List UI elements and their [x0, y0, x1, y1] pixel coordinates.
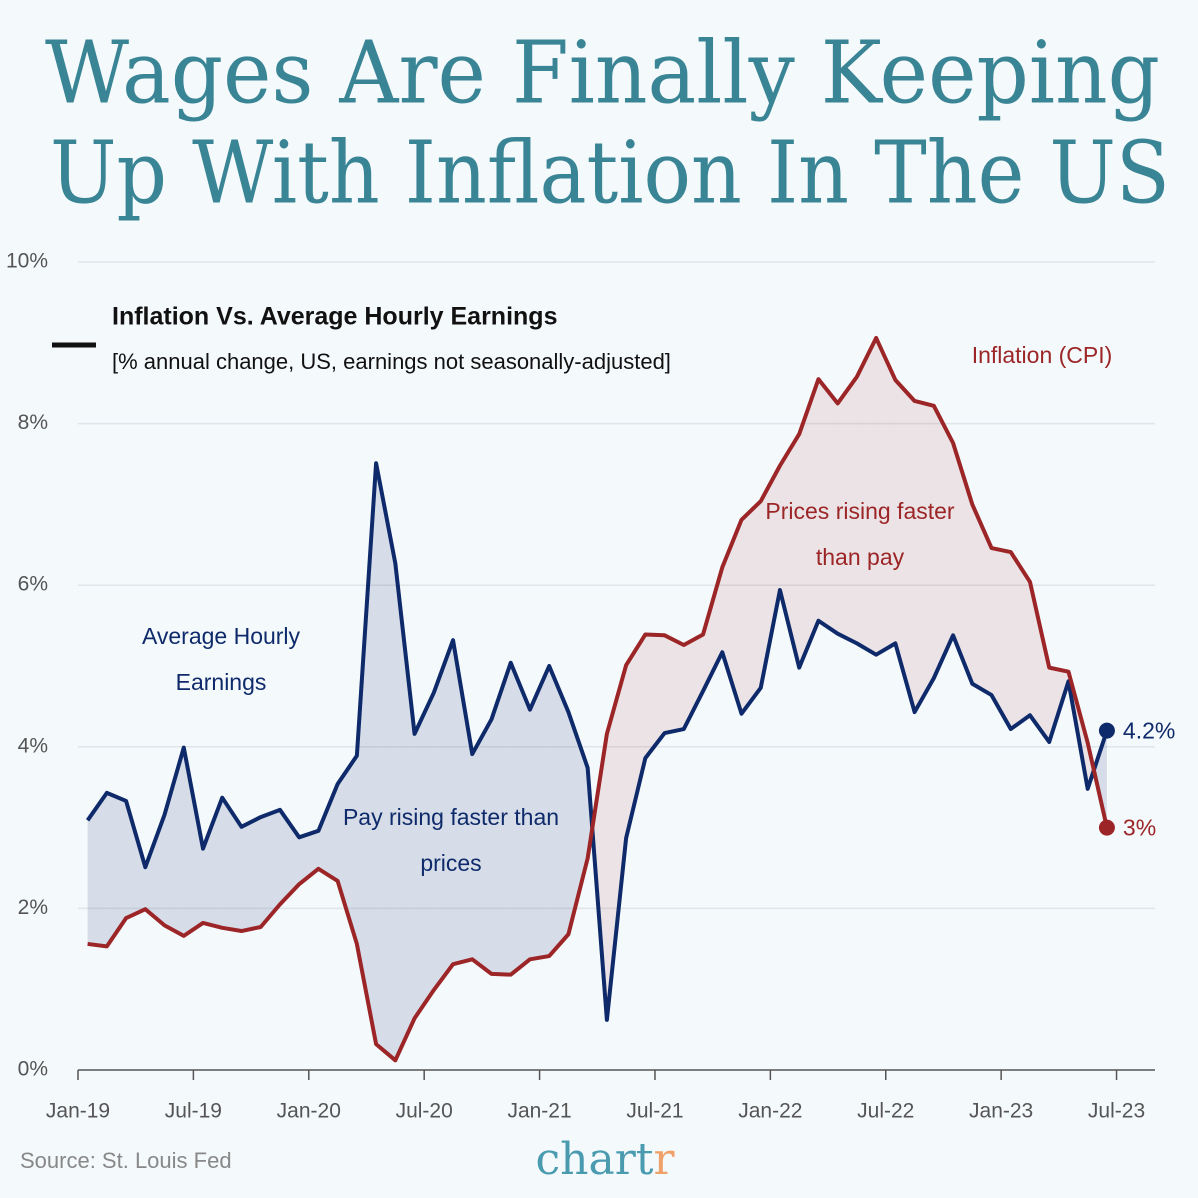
x-tick-label: Jan-21: [507, 1100, 571, 1123]
subtitle: Inflation Vs. Average Hourly Earnings: [112, 303, 557, 331]
gap-fill: [683, 634, 704, 730]
label-box: Average Hourly Earnings: [141, 623, 301, 695]
data-label: 3%: [1123, 815, 1156, 841]
gap-fill: [241, 817, 261, 932]
gap-fill: [645, 634, 665, 759]
gap-fill: [549, 666, 569, 957]
gap-fill: [472, 719, 492, 974]
y-tick-label: 2%: [18, 896, 48, 919]
x-tick-label: Jan-19: [46, 1100, 110, 1123]
gap-fill: [433, 640, 454, 991]
gap-fill: [222, 797, 242, 932]
chart-title: Wages Are Finally Keeping: [45, 24, 1160, 124]
x-tick-label: Jul-19: [165, 1100, 222, 1123]
gap-fill: [510, 662, 530, 975]
series-label: Inflation (CPI): [972, 342, 1113, 368]
logo-main: chart: [536, 1134, 654, 1185]
gap-fill: [991, 548, 1011, 730]
gap-fill: [895, 379, 915, 713]
end-point: [1098, 722, 1115, 739]
y-tick-label: 6%: [18, 573, 48, 596]
y-tick-label: 8%: [18, 411, 48, 434]
gap-fill: [529, 666, 550, 960]
series-line: [85, 461, 1109, 1022]
gap-fill: [318, 783, 338, 881]
gap-fill: [183, 747, 204, 936]
gap-fill: [453, 640, 473, 965]
gap-fill: [837, 376, 857, 644]
gap-fill: [664, 635, 684, 734]
gap-fill: [395, 563, 415, 1061]
gap-fill: [414, 692, 434, 1019]
y-tick-label: 4%: [18, 734, 48, 757]
gap-fill: [145, 814, 165, 926]
gap-fill: [953, 442, 973, 684]
x-tick-label: Jul-21: [626, 1100, 683, 1123]
gap-fill: [260, 809, 280, 927]
gap-fill: [606, 665, 627, 1020]
subtitle-note: [% annual change, US, earnings not seaso…: [112, 349, 671, 374]
y-tick-label: 10%: [6, 250, 48, 273]
gap-fill: [933, 405, 954, 679]
series-line: [87, 335, 1109, 1063]
gap-fill: [818, 379, 838, 634]
x-tick-label: Jul-20: [396, 1100, 453, 1123]
annotation: Pay rising faster than prices: [342, 804, 560, 876]
end-point: [1098, 819, 1115, 836]
x-tick-label: Jan-23: [969, 1100, 1033, 1123]
gap-fill: [164, 747, 184, 936]
data-label: 4.2%: [1123, 718, 1175, 744]
gap-fill: [356, 463, 377, 1045]
gap-fill: [741, 501, 761, 714]
annotation: Prices rising faster than pay: [765, 498, 955, 570]
gap-fill: [87, 792, 107, 947]
x-tick-label: Jan-20: [277, 1100, 341, 1123]
gap-fill: [856, 337, 877, 655]
source: Source: St. Louis Fed: [20, 1148, 232, 1173]
gap-fill: [626, 634, 646, 839]
logo-accent: r: [653, 1134, 675, 1185]
chart-title: Up With Inflation In The US: [50, 124, 1170, 224]
label-box: Prices rising faster than pay: [765, 498, 955, 570]
x-tick-label: Jan-22: [738, 1100, 802, 1123]
gap-fill: [914, 400, 934, 713]
x-tick-label: Jul-22: [857, 1100, 914, 1123]
gap-fill: [799, 379, 819, 668]
y-tick-label: 0%: [18, 1058, 48, 1081]
gap-fill: [126, 800, 146, 919]
gap-fill: [106, 792, 127, 947]
gap-fill: [972, 504, 992, 696]
gap-fill: [876, 337, 896, 655]
annotation: Average Hourly Earnings: [141, 623, 301, 695]
logo: chartr: [536, 1134, 676, 1185]
gap-fill: [1093, 730, 1107, 828]
gap-fill: [1010, 552, 1030, 730]
gap-fill: [1029, 581, 1050, 742]
x-tick-label: Jul-23: [1088, 1100, 1145, 1123]
gap-fill: [491, 662, 511, 975]
gap-fill: [376, 463, 396, 1061]
gap-fill: [568, 712, 588, 935]
gap-fill: [760, 465, 780, 688]
gap-fill: [337, 755, 357, 944]
plot-area: 0% 2% 4% 6% 8% 10% Jan-19 Jul-19 Jan-20 Jul-20 Jan…: [6, 250, 1175, 1123]
gap-fill: [203, 797, 223, 928]
label-box: Pay rising faster than prices: [342, 804, 560, 876]
